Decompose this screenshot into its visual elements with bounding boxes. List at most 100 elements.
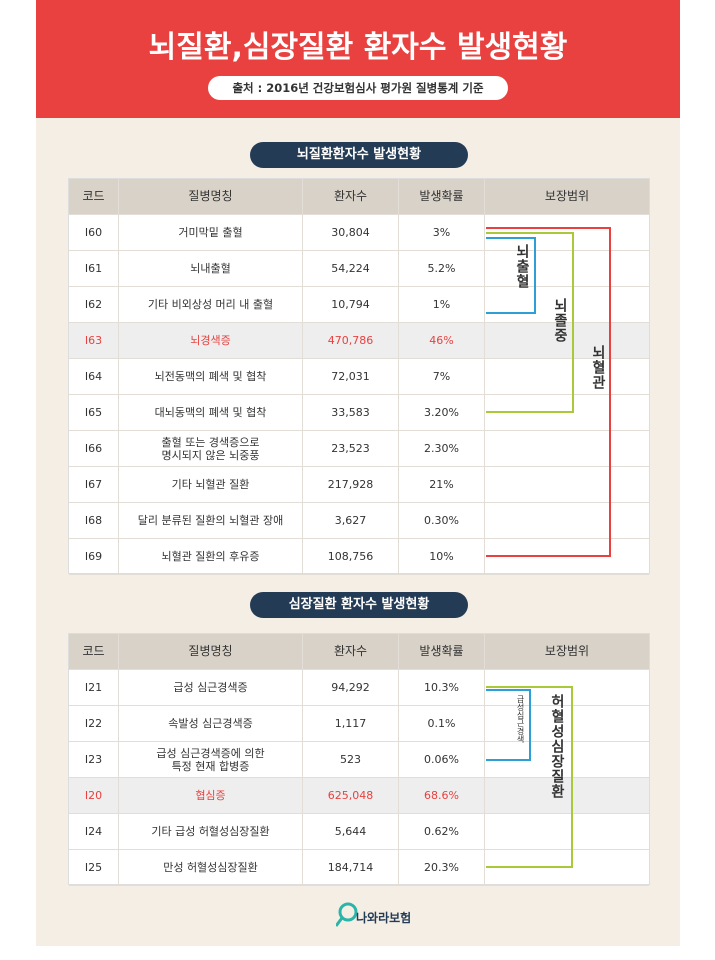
header-row: 코드 질병명칭 환자수 발생확률 보장범위 (69, 634, 649, 670)
table-cell: I67 (69, 467, 119, 502)
table-cell: 470,786 (303, 323, 399, 358)
table-cell: 0.30% (399, 503, 485, 538)
table-cell: 7% (399, 359, 485, 394)
table-cell: 달리 분류된 질환의 뇌혈관 장애 (119, 503, 303, 538)
table-cell: 뇌내출혈 (119, 251, 303, 286)
table-cell: I66 (69, 431, 119, 466)
table-row: I25 만성 허혈성심장질환 184,714 20.3% (69, 850, 649, 886)
column-header: 코드 (69, 634, 119, 669)
table-cell: 54,224 (303, 251, 399, 286)
coverage-label: 급성심근경색 (516, 695, 525, 743)
table-cell: 523 (303, 742, 399, 777)
table-cell: 거미막밑 출혈 (119, 215, 303, 250)
table-cell: 급성 심근경색증 (119, 670, 303, 705)
coverage-label: 뇌혈관 (590, 345, 606, 390)
table: 코드 질병명칭 환자수 발생확률 보장범위 I60 거미막밑 출혈 30,804 3% I61 뇌내… (68, 178, 650, 575)
table-row: I64 뇌전동맥의 폐색 및 협착 72,031 7% (69, 359, 649, 395)
bracket (486, 689, 531, 761)
column-header: 코드 (69, 179, 119, 214)
table-cell: 33,583 (303, 395, 399, 430)
column-header: 발생확률 (399, 634, 485, 669)
coverage-label: 허혈성심장질환 (549, 694, 565, 799)
table-row: I63 뇌경색증 470,786 46% (69, 323, 649, 359)
table-cell: I24 (69, 814, 119, 849)
table-cell: 뇌경색증 (119, 323, 303, 358)
table-cell: 뇌혈관 질환의 후유증 (119, 539, 303, 574)
table-row: I21 급성 심근경색증 94,292 10.3% (69, 670, 649, 706)
table-cell: 3% (399, 215, 485, 250)
source: 출처 : 2016년 건강보험심사 평가원 질병통계 기준 (208, 76, 508, 100)
table-cell: 2.30% (399, 431, 485, 466)
bracket (486, 232, 574, 413)
table-row: I69 뇌혈관 질환의 후유증 108,756 10% (69, 539, 649, 575)
table-cell: I60 (69, 215, 119, 250)
table-cell: 0.1% (399, 706, 485, 741)
table-cell: 5.2% (399, 251, 485, 286)
table-cell: I62 (69, 287, 119, 322)
column-header: 질병명칭 (119, 179, 303, 214)
table-row: I68 달리 분류된 질환의 뇌혈관 장애 3,627 0.30% (69, 503, 649, 539)
table-row: I62 기타 비외상성 머리 내 출혈 10,794 1% (69, 287, 649, 323)
table-cell: 만성 허혈성심장질환 (119, 850, 303, 885)
table-cell: 46% (399, 323, 485, 358)
coverage-label: 뇌졸중 (552, 298, 568, 343)
table-row: I22 속발성 심근경색증 1,117 0.1% (69, 706, 649, 742)
table-cell: 0.62% (399, 814, 485, 849)
table-cell: I25 (69, 850, 119, 885)
table-cell: I22 (69, 706, 119, 741)
bracket (486, 237, 536, 314)
table-cell: I63 (69, 323, 119, 358)
table-cell: 기타 급성 허혈성심장질환 (119, 814, 303, 849)
title: 뇌질환,심장질환 환자수 발생현황 (148, 30, 568, 65)
table-cell: I21 (69, 670, 119, 705)
table-cell: 뇌전동맥의 폐색 및 협착 (119, 359, 303, 394)
table-row: I67 기타 뇌혈관 질환 217,928 21% (69, 467, 649, 503)
table-cell: 속발성 심근경색증 (119, 706, 303, 741)
column-header: 발생확률 (399, 179, 485, 214)
bracket (486, 686, 573, 868)
table-cell: I64 (69, 359, 119, 394)
header: 뇌질환,심장질환 환자수 발생현황 출처 : 2016년 건강보험심사 평가원 … (36, 0, 680, 118)
column-header: 보장범위 (544, 644, 590, 658)
column-header: 질병명칭 (119, 634, 303, 669)
table-cell: 대뇌동맥의 폐색 및 협착 (119, 395, 303, 430)
column-header: 환자수 (303, 179, 399, 214)
bracket (486, 227, 611, 557)
logo-icon (336, 917, 344, 927)
table-cell: I68 (69, 503, 119, 538)
table-cell: I20 (69, 778, 119, 813)
table-cell: 72,031 (303, 359, 399, 394)
column-header: 환자수 (303, 634, 399, 669)
table-cell: 3.20% (399, 395, 485, 430)
table-row: I65 대뇌동맥의 폐색 및 협착 33,583 3.20% (69, 395, 649, 431)
logo-text: 나와라보험 (356, 911, 412, 925)
table-cell: 21% (399, 467, 485, 502)
logo-icon (338, 902, 358, 922)
table-cell: 10,794 (303, 287, 399, 322)
table: 코드 질병명칭 환자수 발생확률 보장범위 I21 급성 심근경색증 94,292 10.3% I… (68, 633, 650, 886)
table-cell: 협심증 (119, 778, 303, 813)
table-cell: 94,292 (303, 670, 399, 705)
header-row: 코드 질병명칭 환자수 발생확률 보장범위 (69, 179, 649, 215)
table-cell: 217,928 (303, 467, 399, 502)
table-cell: 625,048 (303, 778, 399, 813)
table-cell: 5,644 (303, 814, 399, 849)
table-cell: 108,756 (303, 539, 399, 574)
table-cell: 1,117 (303, 706, 399, 741)
table-cell: 기타 비외상성 머리 내 출혈 (119, 287, 303, 322)
table-row: I61 뇌내출혈 54,224 5.2% (69, 251, 649, 287)
table-cell: I65 (69, 395, 119, 430)
table-row: I24 기타 급성 허혈성심장질환 5,644 0.62% (69, 814, 649, 850)
table-cell: 20.3% (399, 850, 485, 885)
table-cell: 10% (399, 539, 485, 574)
table-row: I23 급성 심근경색증에 의한 특정 현재 합병증 523 0.06% (69, 742, 649, 778)
table-row: I66 출혈 또는 경색증으로 명시되지 않은 뇌중풍 23,523 2.30% (69, 431, 649, 467)
table-cell: 184,714 (303, 850, 399, 885)
coverage-label: 뇌출혈 (514, 244, 530, 289)
table-cell: I69 (69, 539, 119, 574)
table-cell: 3,627 (303, 503, 399, 538)
table-cell: 기타 뇌혈관 질환 (119, 467, 303, 502)
table-row: I60 거미막밑 출혈 30,804 3% (69, 215, 649, 251)
column-header: 보장범위 (544, 189, 590, 203)
